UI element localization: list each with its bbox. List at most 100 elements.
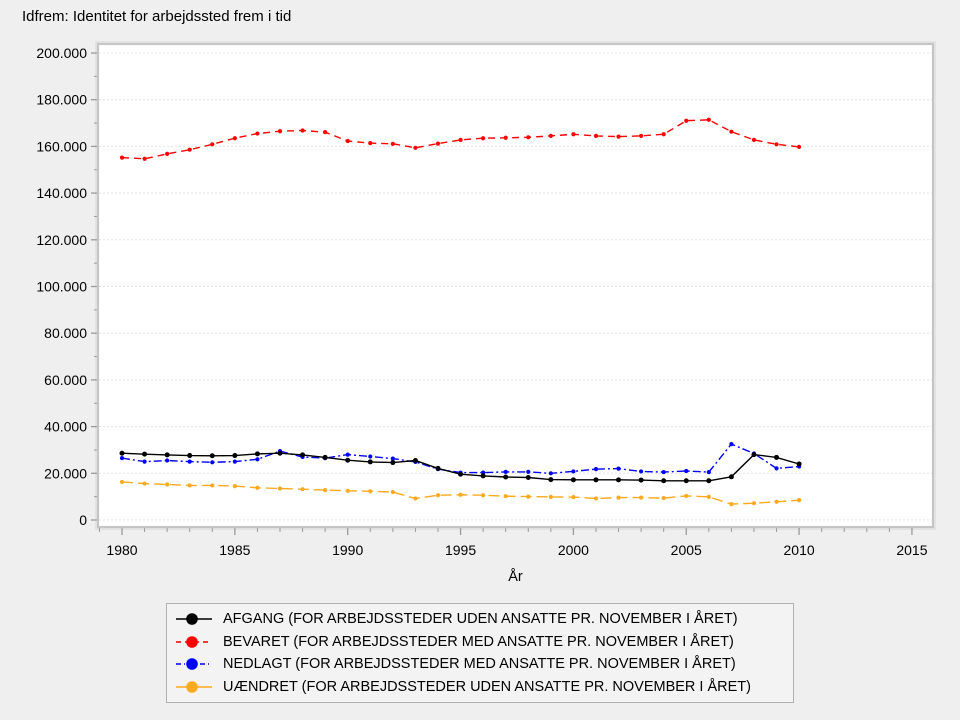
series-marker — [503, 474, 509, 480]
series-marker — [413, 145, 418, 150]
series-marker — [368, 489, 373, 494]
series-marker — [435, 141, 441, 146]
series-marker — [728, 474, 734, 480]
y-tick-label: 120.000 — [36, 232, 87, 248]
series-marker — [706, 470, 711, 475]
series-marker — [368, 141, 373, 146]
series-marker — [164, 452, 170, 458]
series-marker — [639, 495, 644, 500]
series-marker — [526, 494, 531, 499]
series-marker — [345, 488, 350, 493]
series-marker — [232, 136, 237, 141]
series-marker — [548, 477, 554, 483]
series-marker — [142, 459, 147, 464]
series-marker — [390, 460, 396, 466]
series-marker — [300, 128, 305, 133]
y-tick-label: 100.000 — [36, 279, 87, 295]
series-marker — [165, 151, 170, 156]
series-marker — [322, 454, 328, 460]
series-marker — [390, 141, 395, 146]
series-marker — [729, 129, 734, 134]
series-marker — [458, 492, 463, 497]
y-tick-label: 0 — [79, 512, 87, 528]
legend-marker — [186, 680, 198, 693]
series-marker — [210, 460, 215, 465]
series-marker — [616, 134, 621, 139]
series-marker — [684, 118, 689, 123]
series-marker — [616, 466, 621, 471]
x-tick-label: 2000 — [558, 542, 589, 558]
series-marker — [706, 478, 712, 484]
series-marker — [593, 133, 599, 138]
series-marker — [119, 479, 125, 485]
series-marker — [255, 457, 260, 462]
y-tick-label: 200.000 — [36, 45, 87, 61]
legend-swatch — [176, 635, 212, 648]
series-marker — [729, 502, 734, 507]
plot-frame — [96, 42, 935, 529]
legend-label: UÆNDRET (FOR ARBEJDSSTEDER UDEN ANSATTE … — [223, 678, 751, 695]
series-marker — [729, 442, 734, 447]
series-marker — [367, 459, 373, 465]
series-marker — [209, 453, 215, 459]
series-marker — [119, 155, 125, 160]
series-marker — [774, 142, 779, 147]
series-marker — [119, 456, 125, 461]
series-marker — [503, 469, 508, 474]
series-marker — [616, 477, 622, 483]
series-marker — [616, 495, 621, 500]
series-marker — [458, 137, 463, 142]
legend-label: AFGANG (FOR ARBEJDSSTEDER UDEN ANSATTE P… — [223, 611, 738, 628]
series-marker — [684, 468, 689, 474]
series-marker — [661, 478, 667, 484]
series-marker — [142, 481, 147, 486]
series-marker — [571, 495, 576, 500]
series-marker — [232, 459, 237, 464]
series-marker — [797, 144, 802, 149]
legend-marker — [186, 635, 198, 648]
legend-marker — [186, 613, 198, 626]
legend-item-1: BEVARET (FOR ARBEJDSSTEDER MED ANSATTE P… — [167, 631, 793, 654]
series-marker — [593, 496, 599, 501]
x-axis-title: År — [508, 569, 523, 585]
legend-label: BEVARET (FOR ARBEJDSSTEDER MED ANSATTE P… — [223, 633, 734, 650]
series-marker — [277, 486, 283, 491]
series-marker — [548, 471, 553, 476]
series-marker — [368, 454, 373, 459]
series-marker — [661, 470, 666, 475]
series-marker — [638, 477, 644, 483]
series-marker — [548, 494, 553, 499]
series-marker — [774, 499, 779, 504]
series-marker — [165, 458, 170, 463]
legend-item-0: AFGANG (FOR ARBEJDSSTEDER UDEN ANSATTE P… — [167, 608, 793, 631]
y-tick-label: 60.000 — [44, 372, 87, 388]
series-marker — [480, 473, 486, 479]
series-marker — [526, 135, 531, 140]
series-marker — [142, 451, 148, 457]
series-marker — [413, 496, 418, 501]
plot-frame-outer — [95, 41, 936, 530]
legend-item-3: UÆNDRET (FOR ARBEJDSSTEDER UDEN ANSATTE … — [167, 676, 793, 699]
series-marker — [390, 456, 395, 461]
series-marker — [774, 454, 780, 460]
series-marker — [481, 136, 486, 141]
y-tick-label: 160.000 — [36, 138, 87, 154]
series-marker — [345, 452, 350, 457]
series-marker — [593, 477, 599, 483]
series-marker — [751, 137, 757, 142]
series-marker — [751, 452, 757, 458]
x-tick-label: 1995 — [445, 542, 476, 558]
series-marker — [683, 478, 689, 484]
y-tick-label: 180.000 — [36, 92, 87, 108]
series-marker — [232, 484, 237, 489]
series-marker — [187, 483, 192, 488]
series-marker — [639, 469, 644, 474]
x-tick-label: 2010 — [784, 542, 815, 558]
series-marker — [323, 130, 328, 135]
series-marker — [570, 477, 576, 483]
series-marker — [255, 131, 260, 136]
x-tick-label: 2015 — [896, 542, 927, 558]
series-marker — [571, 469, 576, 474]
series-marker — [187, 453, 193, 459]
